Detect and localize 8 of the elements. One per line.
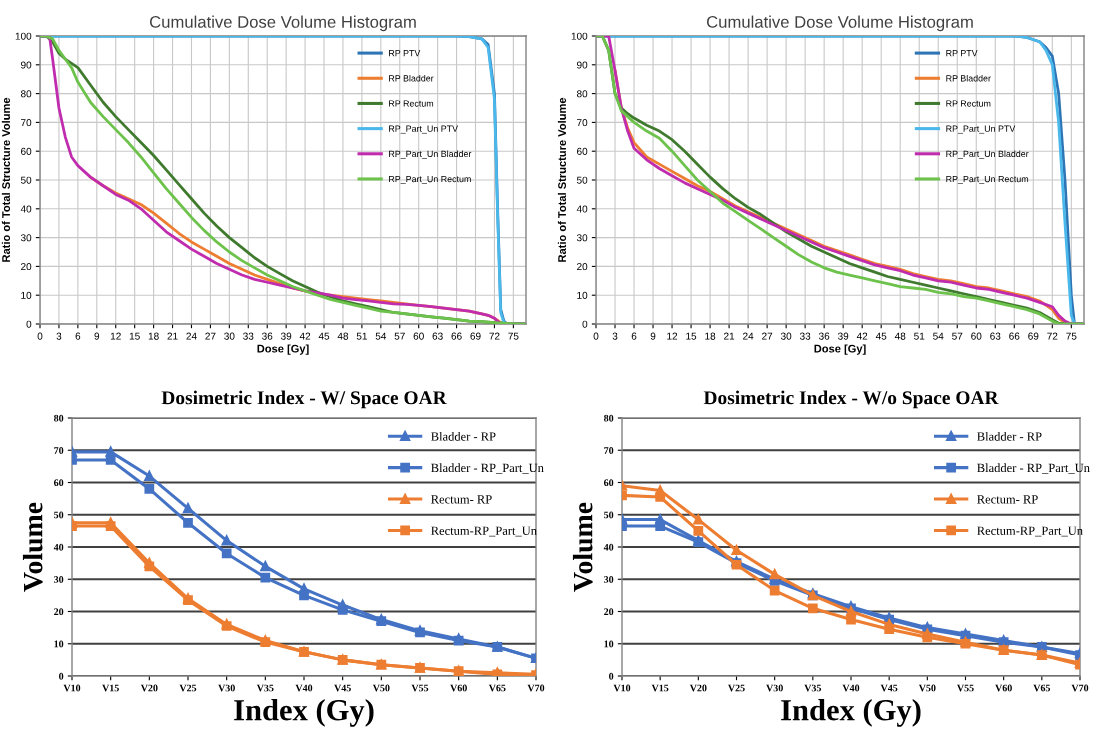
y-axis-title: Volume <box>22 502 43 592</box>
chart-title: Cumulative Dose Volume Histogram <box>707 15 973 32</box>
y-axis-title: Volume <box>572 502 593 592</box>
x-axis-title: Index (Gy) <box>781 698 921 727</box>
chart-title: Dosimetric Index - W/o Space OAR <box>703 390 999 409</box>
x-axis-title: Index (Gy) <box>234 698 374 727</box>
chart-title: Dosimetric Index - W/ Space OAR <box>161 390 447 409</box>
chart-title: Cumulative Dose Volume Histogram <box>150 15 416 32</box>
